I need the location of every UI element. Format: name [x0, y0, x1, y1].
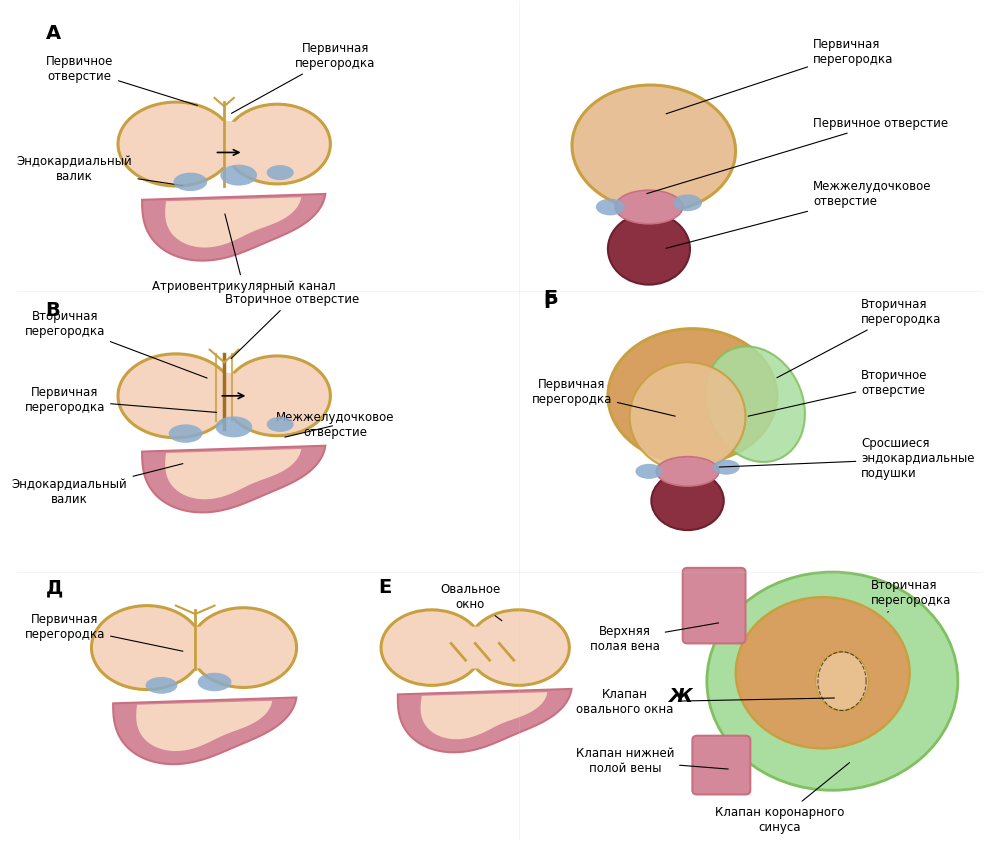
Ellipse shape — [705, 346, 805, 462]
Text: Вторичная
перегородка: Вторичная перегородка — [871, 579, 951, 612]
Text: Эндокардиальный
валик: Эндокардиальный валик — [12, 464, 183, 506]
Ellipse shape — [169, 424, 202, 443]
Ellipse shape — [118, 102, 234, 186]
Ellipse shape — [146, 677, 177, 694]
Ellipse shape — [608, 213, 690, 285]
Ellipse shape — [186, 373, 263, 419]
Ellipse shape — [635, 464, 662, 479]
Ellipse shape — [713, 460, 740, 475]
Ellipse shape — [596, 199, 625, 216]
Text: Первичная
перегородка: Первичная перегородка — [666, 38, 893, 114]
Ellipse shape — [224, 356, 330, 435]
Polygon shape — [142, 445, 325, 513]
Ellipse shape — [216, 417, 252, 437]
Polygon shape — [421, 692, 547, 739]
Polygon shape — [113, 697, 296, 765]
Ellipse shape — [267, 165, 294, 180]
Text: Первичное отверстие: Первичное отверстие — [647, 116, 948, 194]
Text: Д: Д — [46, 578, 63, 597]
Text: Клапан коронарного
синуса: Клапан коронарного синуса — [715, 763, 850, 834]
Text: Первичная
перегородка: Первичная перегородка — [532, 377, 675, 416]
Ellipse shape — [118, 354, 234, 438]
Ellipse shape — [608, 328, 777, 463]
Ellipse shape — [441, 626, 509, 669]
Text: Е: Е — [379, 578, 392, 597]
Text: Верхняя
полая вена: Верхняя полая вена — [590, 623, 719, 653]
Text: Сросшиеся
эндокардиальные
подушки: Сросшиеся эндокардиальные подушки — [719, 437, 975, 480]
Ellipse shape — [615, 190, 683, 224]
Text: Ж: Ж — [668, 687, 692, 706]
Text: Клапан нижней
полой вены: Клапан нижней полой вены — [576, 747, 728, 775]
Ellipse shape — [174, 173, 207, 191]
Ellipse shape — [673, 195, 702, 211]
Text: Первичная
перегородка: Первичная перегородка — [25, 386, 217, 414]
Text: Вторичная
перегородка: Вторичная перегородка — [25, 311, 207, 378]
Text: Г: Г — [543, 293, 555, 312]
Circle shape — [707, 572, 958, 791]
Polygon shape — [165, 449, 301, 499]
Polygon shape — [142, 194, 325, 261]
Text: В: В — [46, 301, 60, 320]
Ellipse shape — [224, 104, 330, 184]
Text: Овальное
окно: Овальное окно — [440, 584, 502, 621]
Ellipse shape — [220, 165, 257, 185]
Ellipse shape — [267, 417, 294, 432]
Text: Первичное
отверстие: Первичное отверстие — [46, 55, 197, 105]
Ellipse shape — [190, 608, 297, 687]
Text: Межжелудочковое
отверстие: Межжелудочковое отверстие — [276, 411, 394, 440]
Text: Первичная
перегородка: Первичная перегородка — [231, 42, 375, 114]
Circle shape — [736, 597, 910, 749]
Ellipse shape — [656, 456, 719, 486]
Text: Эндокардиальный
валик: Эндокардиальный валик — [17, 155, 183, 185]
Text: Вторичное отверстие: Вторичное отверстие — [225, 293, 359, 359]
Text: Клапан
овального окна: Клапан овального окна — [576, 688, 834, 717]
Ellipse shape — [161, 626, 229, 669]
Text: Первичная
перегородка: Первичная перегородка — [25, 613, 183, 651]
Ellipse shape — [572, 85, 736, 211]
Ellipse shape — [630, 362, 745, 472]
Text: А: А — [46, 24, 61, 43]
FancyBboxPatch shape — [683, 568, 745, 643]
Ellipse shape — [186, 121, 263, 167]
Ellipse shape — [91, 605, 202, 690]
Ellipse shape — [651, 472, 724, 530]
Polygon shape — [136, 701, 272, 751]
Text: Б: Б — [543, 289, 558, 307]
Text: Межжелудочковое
отверстие: Межжелудочковое отверстие — [666, 180, 932, 248]
Text: Атриовентрикулярный канал: Атриовентрикулярный канал — [152, 214, 335, 293]
Text: Вторичная
перегородка: Вторичная перегородка — [777, 298, 942, 378]
FancyBboxPatch shape — [692, 736, 750, 795]
Ellipse shape — [815, 652, 869, 711]
Text: Вторичное
отверстие: Вторичное отверстие — [748, 370, 928, 416]
Polygon shape — [398, 689, 571, 752]
Ellipse shape — [468, 610, 569, 685]
Ellipse shape — [198, 673, 231, 691]
Ellipse shape — [381, 610, 482, 685]
Polygon shape — [165, 197, 301, 248]
